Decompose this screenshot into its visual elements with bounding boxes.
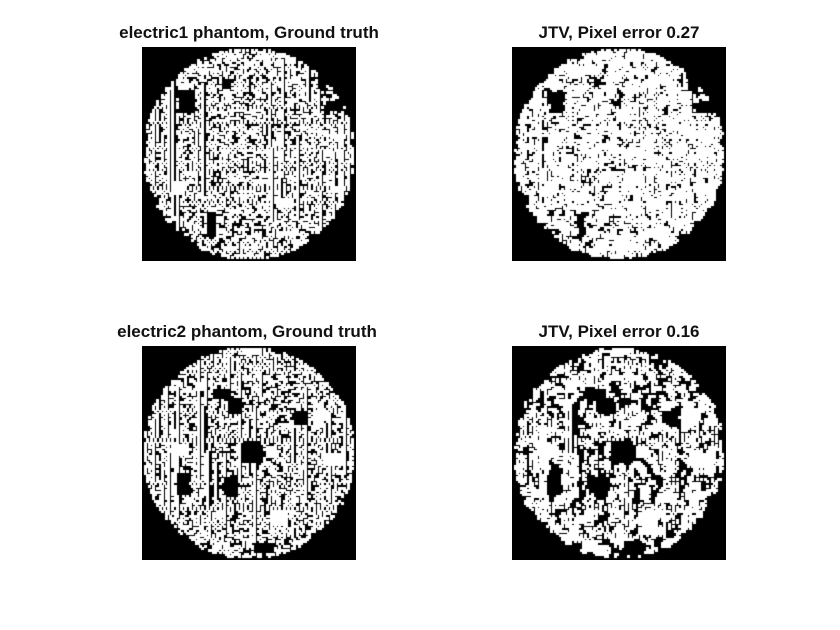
electric1-ground-truth-image bbox=[142, 47, 356, 261]
panel-title-electric1-jtv: JTV, Pixel error 0.27 bbox=[538, 23, 700, 42]
electric2-jtv-reconstruction-image bbox=[512, 346, 726, 560]
panel-title-electric1-ground-truth: electric1 phantom, Ground truth bbox=[119, 23, 379, 42]
electric1-jtv-reconstruction-image bbox=[512, 47, 726, 261]
panel-title-electric2-jtv: JTV, Pixel error 0.16 bbox=[538, 322, 700, 341]
panel-title-electric2-ground-truth: electric2 phantom, Ground truth bbox=[117, 322, 377, 341]
electric2-ground-truth-image bbox=[142, 346, 356, 560]
